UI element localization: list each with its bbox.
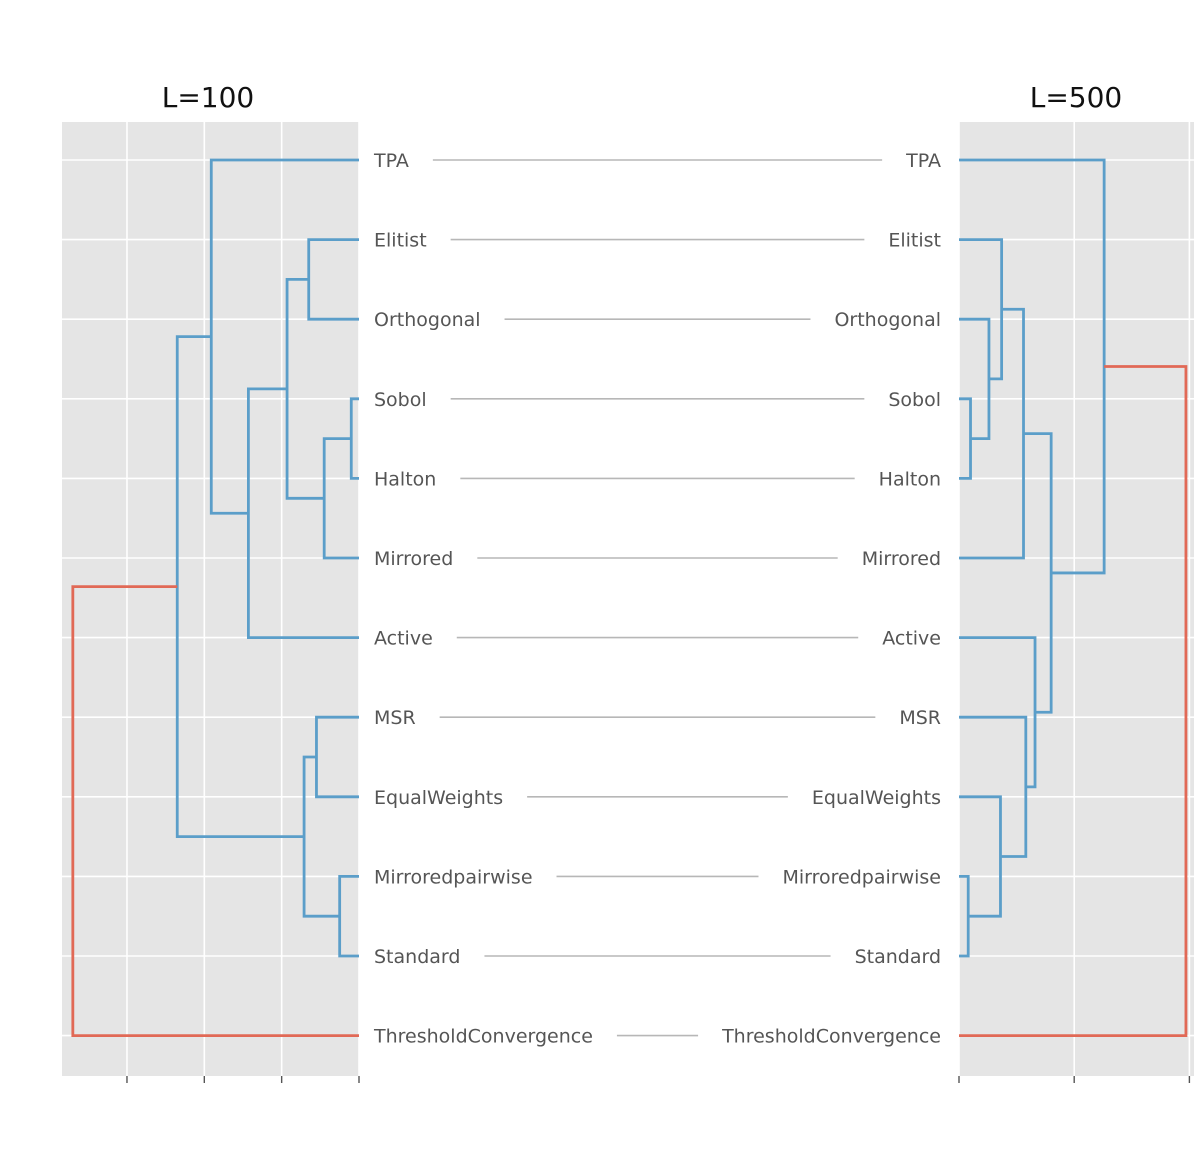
left-leaf-label-standard: Standard xyxy=(374,946,460,968)
right-link-10 xyxy=(959,365,1188,1037)
right-leaf-label-equalweights: EqualWeights xyxy=(812,787,941,809)
right-leaf-label-sobol: Sobol xyxy=(888,389,941,411)
right-leaf-label-mirroredpairwise: Mirroredpairwise xyxy=(782,866,941,888)
right-link-6 xyxy=(959,715,1028,858)
right-title: L=500 xyxy=(1030,81,1123,114)
left-link-0 xyxy=(349,397,359,480)
right-leaf-label-tpa: TPA xyxy=(905,150,941,172)
right-leaf-label-thresholdconvergence: ThresholdConvergence xyxy=(721,1026,941,1048)
left-x-ticks xyxy=(126,1076,360,1083)
right-link-2 xyxy=(959,238,1004,381)
right-dendrogram-panel: L=500 xyxy=(958,81,1194,1083)
left-leaf-label-equalweights: EqualWeights xyxy=(374,787,503,809)
right-leaf-label-orthogonal: Orthogonal xyxy=(834,309,941,331)
left-leaf-label-active: Active xyxy=(374,628,433,650)
left-link-1 xyxy=(307,238,359,321)
left-leaf-label-elitist: Elitist xyxy=(374,230,427,252)
right-leaf-label-msr: MSR xyxy=(899,707,941,729)
left-link-10 xyxy=(71,585,359,1037)
right-leaf-label-mirrored: Mirrored xyxy=(862,548,941,570)
left-leaf-label-halton: Halton xyxy=(374,468,436,490)
left-leaf-label-sobol: Sobol xyxy=(374,389,427,411)
right-leaf-label-halton: Halton xyxy=(879,468,941,490)
left-title: L=100 xyxy=(162,81,255,114)
left-leaf-label-orthogonal: Orthogonal xyxy=(374,309,481,331)
right-plot-background xyxy=(959,122,1194,1076)
right-leaf-label-active: Active xyxy=(882,628,941,650)
left-link-2 xyxy=(315,715,359,799)
left-leaf-label-thresholdconvergence: ThresholdConvergence xyxy=(373,1026,593,1048)
left-gridlines xyxy=(62,122,360,1076)
left-dendrogram-links xyxy=(71,158,359,1037)
left-link-8 xyxy=(302,755,340,918)
right-x-ticks xyxy=(958,1076,1191,1083)
right-leaf-label-elitist: Elitist xyxy=(888,230,941,252)
left-leaf-label-msr: MSR xyxy=(374,707,416,729)
right-leaf-label-standard: Standard xyxy=(855,946,941,968)
leaf-labels-and-connectors: TPA Elitist Orthogonal Sobol Halton Mirrored A… xyxy=(373,150,941,1048)
left-leaf-label-tpa: TPA xyxy=(373,150,409,172)
right-gridlines xyxy=(958,122,1194,1076)
left-leaf-label-mirrored: Mirrored xyxy=(374,548,453,570)
right-link-5 xyxy=(959,795,1002,918)
left-dendrogram-panel: L=100 xyxy=(62,81,360,1083)
left-leaf-label-mirroredpairwise: Mirroredpairwise xyxy=(374,866,533,888)
right-dendrogram-links xyxy=(959,158,1188,1037)
